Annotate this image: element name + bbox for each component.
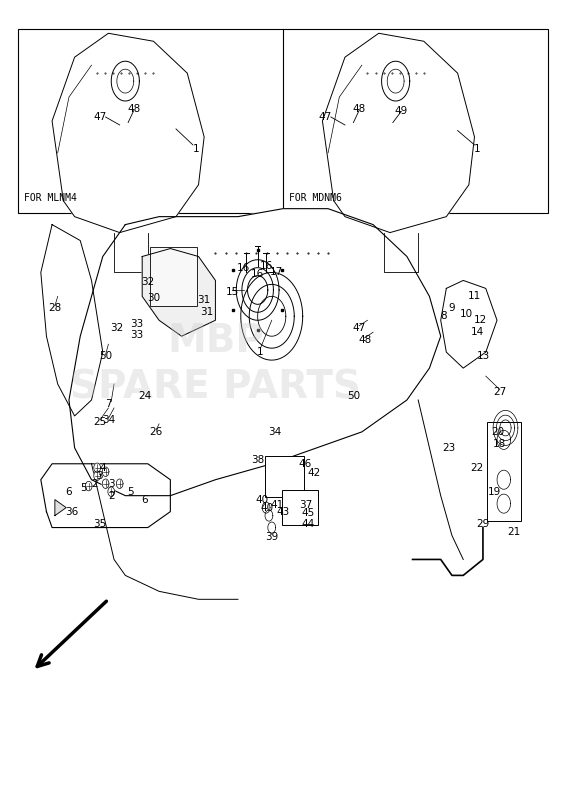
Text: 37: 37 [299, 500, 312, 510]
Text: 3: 3 [97, 470, 103, 481]
Text: 19: 19 [487, 486, 501, 497]
Text: 32: 32 [141, 277, 155, 287]
Polygon shape [52, 34, 204, 233]
Text: 21: 21 [507, 526, 521, 537]
Text: 10: 10 [460, 309, 473, 319]
Text: 46: 46 [299, 458, 312, 469]
Polygon shape [69, 209, 441, 496]
Text: 42: 42 [307, 468, 320, 478]
Text: 14: 14 [471, 327, 484, 338]
Text: 20: 20 [492, 427, 505, 437]
Text: 47: 47 [319, 112, 332, 122]
Text: 34: 34 [102, 415, 115, 425]
Text: 17: 17 [269, 267, 283, 278]
Text: 24: 24 [138, 391, 152, 401]
FancyBboxPatch shape [487, 422, 521, 521]
Text: 22: 22 [471, 462, 484, 473]
Text: 6: 6 [142, 494, 148, 505]
Text: 25: 25 [93, 418, 106, 427]
Text: 36: 36 [65, 506, 79, 517]
Text: 5: 5 [80, 482, 87, 493]
Text: 39: 39 [265, 532, 278, 542]
Text: 5: 5 [127, 486, 134, 497]
Text: 15: 15 [226, 287, 239, 298]
Text: 48: 48 [353, 104, 366, 114]
FancyBboxPatch shape [18, 30, 548, 213]
Text: MBP
SPARE PARTS: MBP SPARE PARTS [70, 322, 361, 406]
Text: 8: 8 [440, 311, 447, 322]
Polygon shape [108, 487, 114, 497]
Text: 40: 40 [255, 494, 268, 505]
Text: FOR MLNM4: FOR MLNM4 [24, 193, 77, 203]
Polygon shape [41, 225, 103, 416]
Text: 43: 43 [276, 506, 290, 517]
Text: 1: 1 [474, 144, 481, 154]
Polygon shape [41, 464, 170, 527]
Text: 16: 16 [237, 263, 250, 274]
Text: 23: 23 [443, 443, 456, 453]
Polygon shape [94, 471, 101, 481]
Text: 12: 12 [474, 315, 487, 326]
FancyBboxPatch shape [265, 456, 304, 498]
Text: 11: 11 [468, 291, 481, 302]
Text: 3: 3 [108, 478, 114, 489]
Polygon shape [102, 467, 109, 477]
FancyBboxPatch shape [149, 247, 197, 306]
Text: 1: 1 [257, 347, 264, 357]
Text: 1: 1 [192, 144, 199, 154]
Text: 2: 2 [91, 478, 97, 489]
Text: 31: 31 [198, 295, 211, 306]
Text: 49: 49 [395, 106, 408, 117]
Text: 44: 44 [302, 518, 315, 529]
Polygon shape [117, 479, 123, 489]
Text: 18: 18 [493, 439, 507, 449]
Text: 31: 31 [200, 307, 213, 318]
Polygon shape [94, 463, 101, 473]
Text: 26: 26 [149, 427, 163, 437]
Text: 29: 29 [477, 518, 490, 529]
Text: 47: 47 [93, 112, 106, 122]
Text: 7: 7 [105, 399, 112, 409]
Text: 50: 50 [99, 351, 112, 361]
Polygon shape [323, 34, 474, 233]
Text: 28: 28 [48, 303, 62, 314]
Text: 38: 38 [251, 454, 264, 465]
Text: 16: 16 [251, 269, 264, 279]
Polygon shape [85, 482, 92, 491]
Text: 33: 33 [130, 330, 143, 340]
Text: 2: 2 [108, 490, 114, 501]
Text: FOR MDNM6: FOR MDNM6 [289, 193, 341, 203]
Text: 41: 41 [271, 500, 284, 510]
Text: 9: 9 [449, 303, 455, 314]
Polygon shape [142, 249, 216, 336]
Text: 33: 33 [130, 319, 143, 330]
Text: 27: 27 [493, 387, 507, 397]
Text: 34: 34 [268, 427, 281, 437]
Polygon shape [441, 281, 497, 368]
Text: 48: 48 [358, 335, 371, 346]
Text: 35: 35 [93, 518, 106, 529]
Text: 16: 16 [259, 261, 273, 271]
Text: 45: 45 [302, 508, 315, 518]
Text: 6: 6 [66, 486, 72, 497]
Text: 32: 32 [110, 323, 123, 334]
Text: 4: 4 [100, 462, 106, 473]
Text: 30: 30 [147, 293, 160, 303]
Text: 50: 50 [347, 391, 360, 401]
Text: 13: 13 [477, 351, 490, 361]
Text: 47: 47 [353, 323, 366, 334]
FancyBboxPatch shape [282, 490, 318, 525]
Text: 40: 40 [261, 502, 274, 513]
Polygon shape [102, 479, 109, 489]
Text: 48: 48 [127, 104, 140, 114]
Polygon shape [55, 500, 66, 515]
